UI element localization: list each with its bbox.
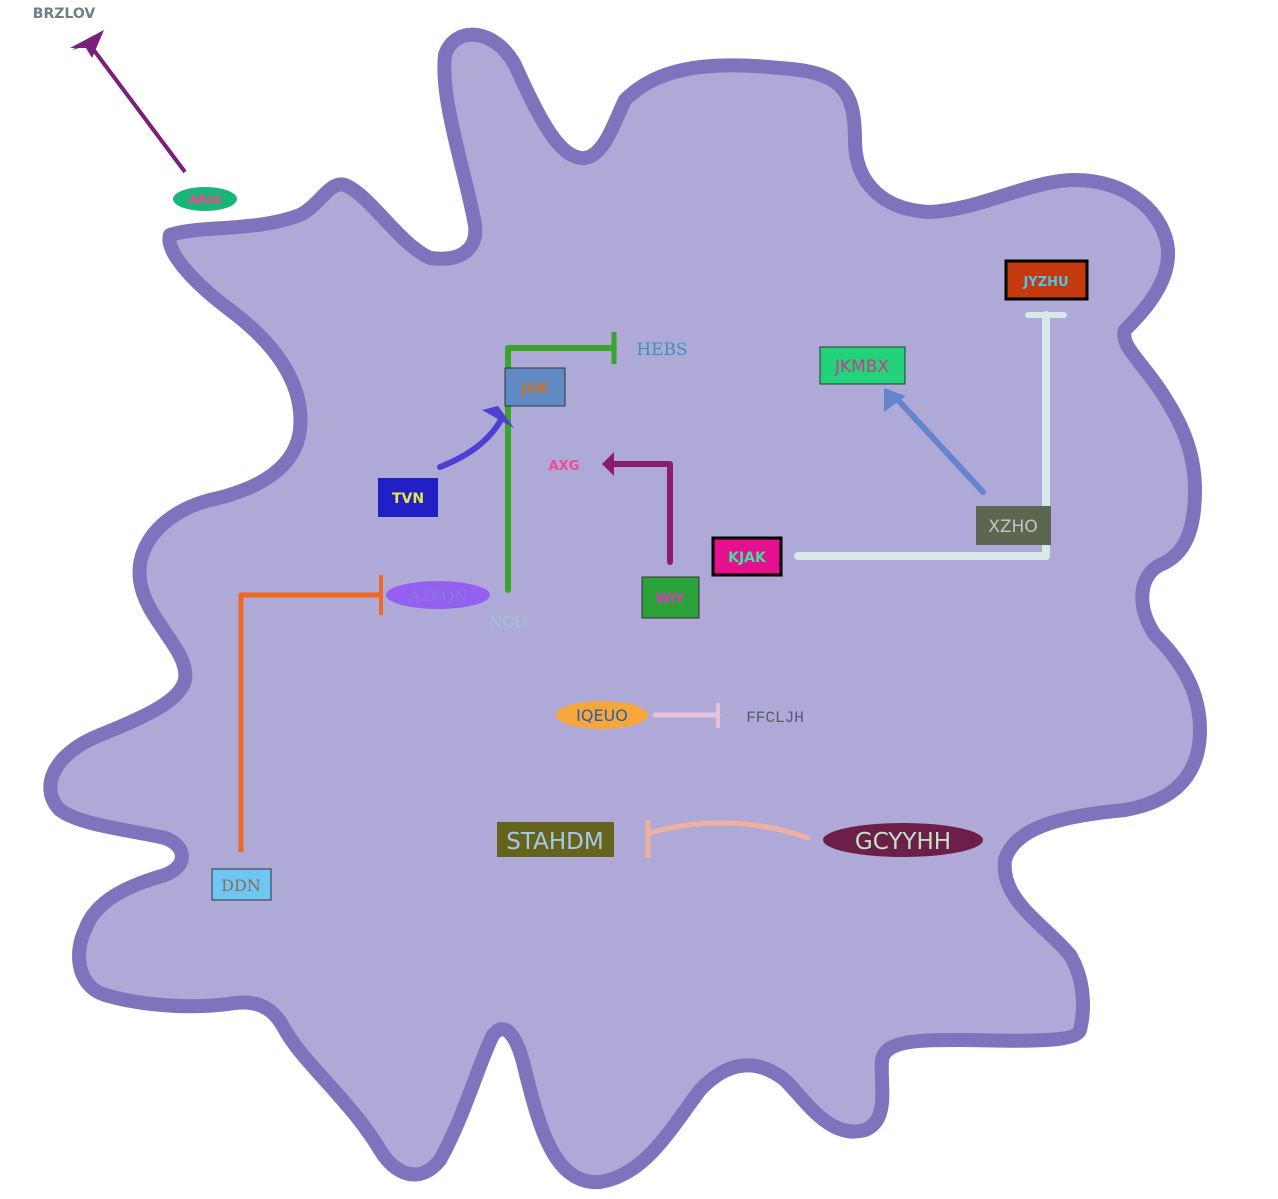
node-gcyyhh[interactable]: GCYYHH [823, 823, 983, 857]
cell-membrane [43, 27, 1207, 1190]
edge-tvn-juk [437, 406, 514, 470]
node-jkmbx-label: JKMBX [834, 357, 889, 377]
edge-arig-brzlov [70, 30, 187, 174]
node-azkqn-label: AZKQN [408, 587, 467, 605]
node-ffcljh-label: FFCLJH [746, 709, 804, 727]
edge-gcyyhh-stahdm [645, 820, 811, 858]
arrowhead-icon [884, 388, 906, 412]
node-jkmbx[interactable]: JKMBX [819, 346, 906, 385]
node-xzho[interactable]: XZHO [976, 506, 1051, 545]
node-axg-label: AXG [549, 459, 580, 474]
node-stahdm-label: STAHDM [506, 829, 603, 855]
node-jyzhu-label: JYZHU [1022, 275, 1068, 290]
node-tvn[interactable]: TVN [378, 478, 438, 517]
edge-wiy-axg [602, 452, 673, 565]
node-xzho-label: XZHO [988, 517, 1037, 537]
nodes: BRZLOV ARIG JYZHU HEBS JUK JKMBX AXG TVN [33, 6, 1089, 901]
node-juk-label: JUK [520, 381, 550, 397]
node-brzlov-label: BRZLOV [33, 6, 96, 22]
node-wiy-label: WIY [656, 592, 685, 607]
edge-ngu-hebs [505, 332, 617, 593]
node-kjak[interactable]: KJAK [711, 536, 783, 577]
node-ngu-label: NGU [489, 613, 527, 631]
node-azkqn[interactable]: AZKQN [386, 581, 490, 609]
node-iqeuo-label: IQEUO [576, 706, 628, 725]
node-kjak-label: KJAK [728, 550, 767, 566]
edge-iqeuo-ffcljh [652, 703, 721, 728]
edges [70, 30, 1067, 858]
node-jyzhu[interactable]: JYZHU [1004, 259, 1089, 301]
edge-ddn-azkqn [238, 575, 383, 852]
node-ddn[interactable]: DDN [211, 868, 272, 901]
arrowhead-icon [602, 452, 614, 476]
node-tvn-label: TVN [392, 491, 424, 507]
node-wiy[interactable]: WIY [641, 576, 700, 619]
node-arig[interactable]: ARIG [173, 187, 237, 211]
node-arig-label: ARIG [189, 193, 222, 207]
arrowhead-icon [482, 406, 514, 428]
node-gcyyhh-label: GCYYHH [855, 829, 951, 855]
node-iqeuo[interactable]: IQEUO [556, 701, 648, 729]
node-hebs-label: HEBS [636, 340, 687, 360]
edge-kjak-jyzhu [794, 311, 1067, 560]
node-juk[interactable]: JUK [504, 367, 566, 407]
node-ddn-label: DDN [221, 876, 261, 895]
edge-xzho-jkmbx [884, 388, 986, 495]
node-stahdm[interactable]: STAHDM [497, 822, 614, 857]
